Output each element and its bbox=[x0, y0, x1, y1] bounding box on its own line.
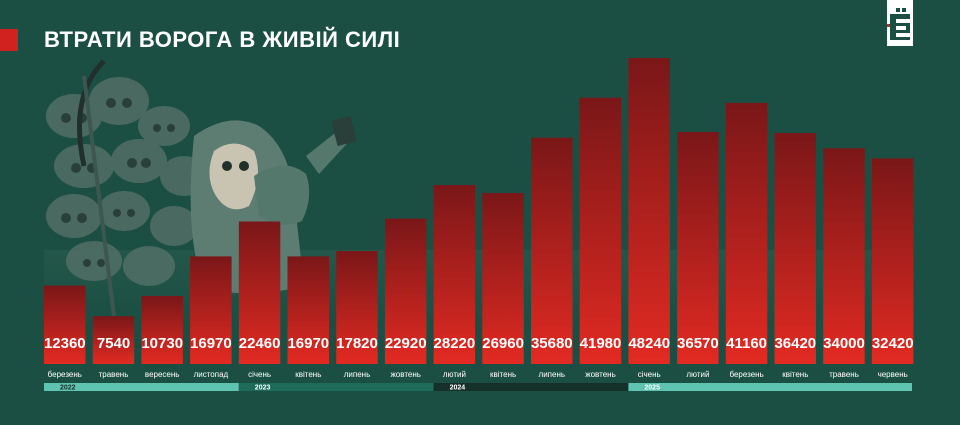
bar-0 bbox=[44, 285, 86, 364]
month-label: жовтень bbox=[585, 370, 615, 379]
year-label: 2022 bbox=[60, 385, 76, 392]
bar-value-label: 12360 bbox=[44, 335, 86, 352]
month-label: березень bbox=[48, 370, 82, 379]
bar-6 bbox=[336, 251, 378, 364]
bar-value-label: 36420 bbox=[774, 335, 816, 352]
bar-value-label: 35680 bbox=[531, 335, 573, 352]
bar-value-label: 16970 bbox=[190, 335, 232, 352]
bar-value-label: 22460 bbox=[239, 335, 281, 352]
bar-value-label: 16970 bbox=[287, 335, 329, 352]
bar-5 bbox=[287, 256, 329, 364]
accent-block bbox=[0, 29, 18, 51]
bar-4 bbox=[238, 221, 281, 364]
bar-15 bbox=[774, 133, 816, 364]
logo-icon bbox=[887, 0, 913, 46]
month-label: червень bbox=[878, 370, 908, 379]
bar-value-label: 36570 bbox=[677, 335, 719, 352]
bar-value-label: 26960 bbox=[482, 335, 524, 352]
bar-value-label: 7540 bbox=[97, 335, 130, 352]
bar-3 bbox=[190, 256, 232, 364]
year-band-2023 bbox=[238, 383, 434, 391]
bar-value-label: 10730 bbox=[141, 335, 183, 352]
year-band-2024 bbox=[433, 383, 629, 391]
bar-13 bbox=[677, 132, 719, 364]
year-label: 2025 bbox=[644, 385, 660, 392]
bar-14 bbox=[725, 102, 768, 365]
bar-value-label: 17820 bbox=[336, 335, 378, 352]
year-label: 2023 bbox=[255, 385, 271, 392]
month-label: лютий bbox=[686, 370, 709, 379]
year-band-2022 bbox=[44, 383, 239, 391]
bar-2 bbox=[141, 295, 183, 364]
month-label: березень bbox=[729, 370, 763, 379]
bar-value-label: 48240 bbox=[628, 335, 670, 352]
bar-11 bbox=[579, 97, 622, 364]
month-label: жовтень bbox=[390, 370, 420, 379]
month-label: лютий bbox=[443, 370, 466, 379]
ground-band bbox=[44, 250, 912, 320]
bar-9 bbox=[482, 193, 524, 364]
bar-7 bbox=[384, 218, 427, 364]
bar-8 bbox=[433, 185, 476, 364]
page-title: ВТРАТИ ВОРОГА В ЖИВІЙ СИЛІ bbox=[44, 27, 401, 52]
bar-value-label: 32420 bbox=[872, 335, 914, 352]
month-label: квітень bbox=[295, 370, 321, 379]
reaper-illustration bbox=[46, 59, 358, 317]
bar-value-label: 28220 bbox=[434, 335, 476, 352]
bar-16 bbox=[823, 148, 865, 364]
month-label: вересень bbox=[145, 370, 180, 379]
bar-value-label: 41980 bbox=[580, 335, 622, 352]
bar-value-label: 34000 bbox=[823, 335, 865, 352]
year-label: 2024 bbox=[450, 385, 466, 392]
bar-12 bbox=[628, 58, 670, 364]
bar-10 bbox=[531, 137, 573, 364]
bar-17 bbox=[871, 158, 914, 364]
month-label: квітень bbox=[782, 370, 808, 379]
month-label: січень bbox=[248, 370, 271, 379]
bar-1 bbox=[92, 316, 135, 364]
bar-value-label: 22920 bbox=[385, 335, 427, 352]
year-band-2025 bbox=[628, 383, 912, 391]
month-label: липень bbox=[539, 370, 566, 379]
month-label: травень bbox=[99, 370, 129, 379]
month-label: липень bbox=[344, 370, 371, 379]
logo bbox=[887, 0, 913, 46]
bar-value-label: 41160 bbox=[726, 335, 767, 352]
month-label: квітень bbox=[490, 370, 516, 379]
month-label: січень bbox=[638, 370, 661, 379]
month-label: травень bbox=[829, 370, 859, 379]
month-label: листопад bbox=[194, 370, 229, 379]
